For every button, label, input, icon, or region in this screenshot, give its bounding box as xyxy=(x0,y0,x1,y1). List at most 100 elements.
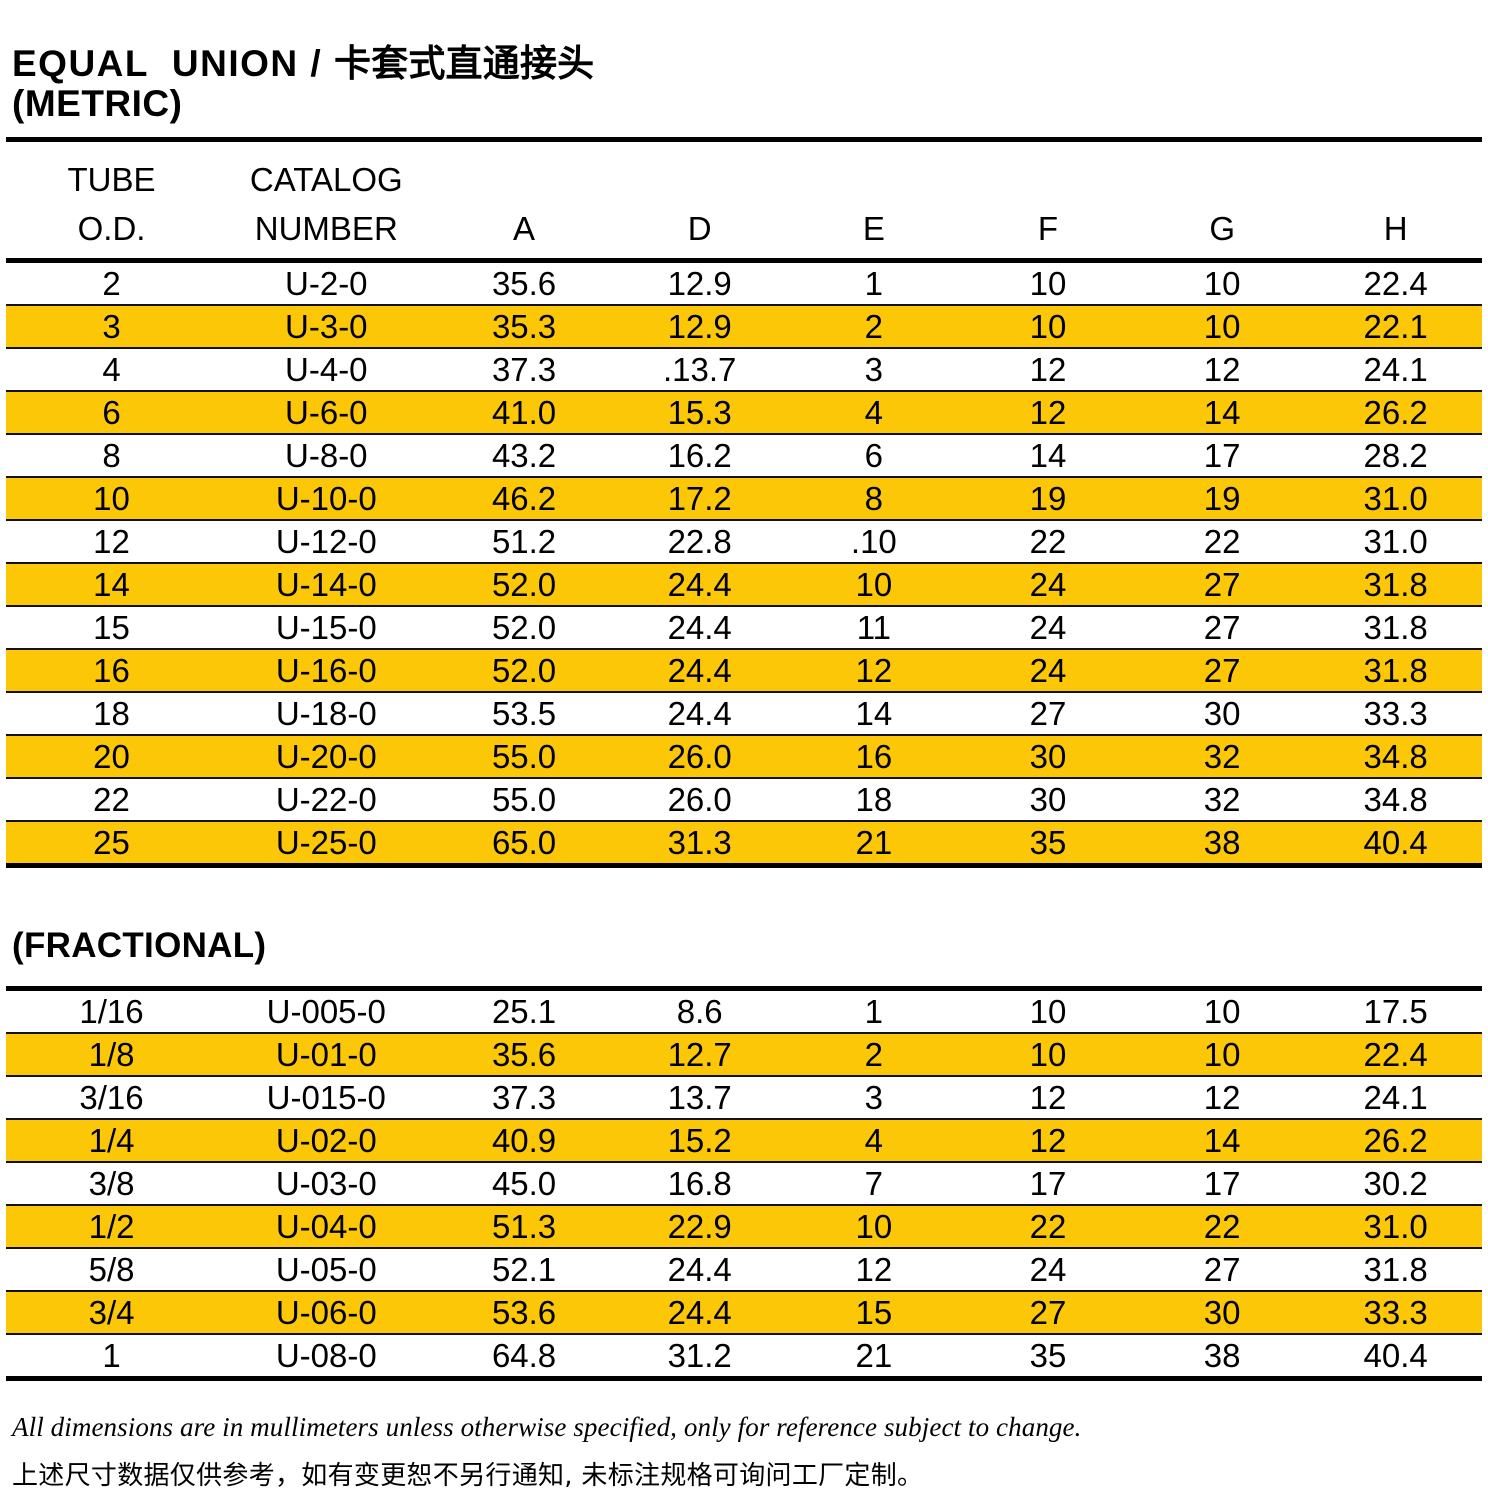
header-col-d: D xyxy=(687,210,712,248)
section-gap xyxy=(6,868,1482,926)
cell-dim-d: 12.9 xyxy=(667,308,732,346)
cell-catalog-number: U-8-0 xyxy=(285,437,368,475)
cell-tube-od: 10 xyxy=(93,480,130,518)
cell-dim-f: 19 xyxy=(1029,480,1067,518)
cell-dim-g: 38 xyxy=(1203,824,1241,862)
cell-dim-e: 8 xyxy=(864,480,884,518)
table-row: 1/2 U-04-0 51.3 22.9 10 22 22 31.0 xyxy=(6,1205,1482,1249)
cell-dim-h: 31.8 xyxy=(1363,566,1428,604)
cell-dim-f: 12 xyxy=(1029,1122,1067,1160)
cell-dim-g: 17 xyxy=(1203,1165,1241,1203)
table-row: 3/4 U-06-0 53.6 24.4 15 27 30 33.3 xyxy=(6,1291,1482,1335)
cell-tube-od: 16 xyxy=(93,652,130,690)
cell-dim-g: 14 xyxy=(1203,394,1241,432)
cell-dim-h: 24.1 xyxy=(1363,1079,1428,1117)
cell-tube-od: 6 xyxy=(102,394,121,432)
cell-dim-f: 22 xyxy=(1029,1208,1067,1246)
cell-dim-f: 30 xyxy=(1029,738,1067,776)
header-tube-od-line1: TUBE xyxy=(67,161,156,199)
cell-tube-od: 4 xyxy=(102,351,121,389)
cell-dim-h: 31.0 xyxy=(1363,480,1428,518)
cell-dim-e: 3 xyxy=(864,351,884,389)
metric-table-body: 2 U-2-0 35.6 12.9 1 10 10 22.4 3 U-3-0 35.3 12.9 2 10… xyxy=(6,263,1482,864)
cell-dim-d: 24.4 xyxy=(667,1251,732,1289)
cell-catalog-number: U-6-0 xyxy=(285,394,368,432)
header-blank-d xyxy=(613,142,787,204)
cell-dim-e: 15 xyxy=(855,1294,893,1332)
cell-dim-h: 40.4 xyxy=(1363,1337,1428,1375)
cell-dim-f: 30 xyxy=(1029,781,1067,819)
cell-tube-od: 18 xyxy=(93,695,130,733)
cell-dim-d: 12.7 xyxy=(667,1036,732,1074)
header-row-line1: TUBE CATALOG xyxy=(6,142,1482,204)
table-row: 1 U-08-0 64.8 31.2 21 35 38 40.4 xyxy=(6,1334,1482,1376)
cell-dim-a: 35.6 xyxy=(491,265,557,303)
table-row: 18 U-18-0 53.5 24.4 14 27 30 33.3 xyxy=(6,692,1482,736)
cell-dim-h: 30.2 xyxy=(1363,1165,1428,1203)
cell-dim-a: 64.8 xyxy=(491,1337,557,1375)
cell-dim-h: 26.2 xyxy=(1363,394,1428,432)
cell-dim-a: 53.6 xyxy=(491,1294,557,1332)
cell-dim-a: 35.6 xyxy=(491,1036,557,1074)
cell-tube-od: 20 xyxy=(93,738,130,776)
cell-dim-g: 32 xyxy=(1203,781,1241,819)
cell-catalog-number: U-20-0 xyxy=(275,738,377,776)
cell-dim-d: .13.7 xyxy=(662,351,737,389)
cell-dim-h: 33.3 xyxy=(1363,1294,1428,1332)
cell-dim-a: 40.9 xyxy=(491,1122,557,1160)
cell-catalog-number: U-22-0 xyxy=(275,781,377,819)
fractional-section-title: (FRACTIONAL) xyxy=(12,926,267,966)
cell-dim-g: 32 xyxy=(1203,738,1241,776)
cell-dim-f: 10 xyxy=(1029,1036,1067,1074)
cell-dim-a: 51.3 xyxy=(491,1208,557,1246)
footnote-english: All dimensions are in mullimeters unless… xyxy=(12,1412,1082,1443)
cell-dim-f: 22 xyxy=(1029,523,1067,561)
cell-dim-e: 4 xyxy=(864,394,884,432)
cell-dim-a: 55.0 xyxy=(491,781,557,819)
cell-dim-g: 14 xyxy=(1203,1122,1241,1160)
cell-dim-g: 27 xyxy=(1203,652,1241,690)
cell-dim-d: 31.2 xyxy=(667,1337,732,1375)
cell-catalog-number: U-3-0 xyxy=(285,308,368,346)
cell-dim-h: 31.8 xyxy=(1363,652,1428,690)
cell-catalog-number: U-10-0 xyxy=(275,480,377,518)
cell-dim-f: 12 xyxy=(1029,1079,1067,1117)
cell-dim-a: 46.2 xyxy=(491,480,557,518)
fractional-title-gap xyxy=(6,966,1482,986)
cell-tube-od: 1/16 xyxy=(79,993,144,1031)
table-row: 2 U-2-0 35.6 12.9 1 10 10 22.4 xyxy=(6,263,1482,306)
cell-dim-a: 25.1 xyxy=(491,993,557,1031)
cell-tube-od: 14 xyxy=(93,566,130,604)
cell-tube-od: 12 xyxy=(93,523,130,561)
metric-section-title: (METRIC) xyxy=(12,82,183,124)
cell-dim-e: 12 xyxy=(855,652,893,690)
cell-dim-g: 27 xyxy=(1203,609,1241,647)
cell-dim-e: 6 xyxy=(864,437,884,475)
cell-tube-od: 1/4 xyxy=(88,1122,135,1160)
cell-dim-d: 22.8 xyxy=(667,523,732,561)
cell-dim-f: 17 xyxy=(1029,1165,1067,1203)
header-col-h: H xyxy=(1383,210,1408,248)
cell-dim-e: 2 xyxy=(864,308,884,346)
cell-dim-e: 12 xyxy=(855,1251,893,1289)
cell-dim-a: 43.2 xyxy=(491,437,557,475)
cell-dim-e: 21 xyxy=(855,824,893,862)
cell-dim-e: 2 xyxy=(864,1036,884,1074)
cell-dim-e: 1 xyxy=(864,993,884,1031)
cell-dim-h: 33.3 xyxy=(1363,695,1428,733)
cell-dim-d: 13.7 xyxy=(667,1079,732,1117)
title-gap xyxy=(6,123,1482,137)
cell-catalog-number: U-03-0 xyxy=(275,1165,377,1203)
cell-dim-g: 27 xyxy=(1203,566,1241,604)
header-col-a: A xyxy=(513,210,536,248)
cell-tube-od: 5/8 xyxy=(88,1251,135,1289)
cell-dim-e: 16 xyxy=(855,738,893,776)
cell-dim-f: 14 xyxy=(1029,437,1067,475)
table-row: 8 U-8-0 43.2 16.2 6 14 17 28.2 xyxy=(6,434,1482,478)
cell-dim-f: 24 xyxy=(1029,652,1067,690)
header-blank-f xyxy=(961,142,1135,204)
cell-dim-d: 16.2 xyxy=(667,437,732,475)
cell-dim-a: 52.0 xyxy=(491,609,557,647)
cell-tube-od: 15 xyxy=(93,609,130,647)
cell-dim-d: 24.4 xyxy=(667,1294,732,1332)
